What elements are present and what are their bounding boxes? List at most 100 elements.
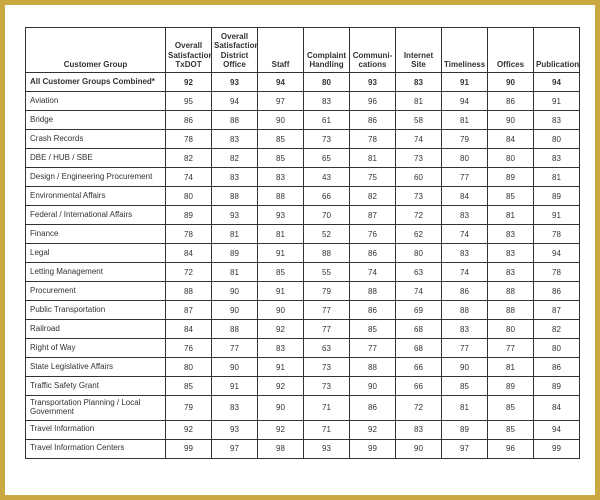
header-staff: Staff [258, 28, 304, 73]
value-cell: 81 [442, 396, 488, 421]
value-cell: 91 [258, 244, 304, 263]
value-cell: 83 [212, 168, 258, 187]
value-cell: 88 [350, 282, 396, 301]
value-cell: 91 [534, 206, 580, 225]
value-cell: 65 [304, 149, 350, 168]
value-cell: 88 [166, 282, 212, 301]
value-cell: 80 [442, 149, 488, 168]
value-cell: 88 [212, 187, 258, 206]
value-cell: 93 [212, 73, 258, 92]
value-cell: 88 [258, 187, 304, 206]
value-cell: 82 [166, 149, 212, 168]
table-row: Environmental Affairs808888668273848589 [26, 187, 580, 206]
value-cell: 83 [442, 320, 488, 339]
value-cell: 92 [166, 420, 212, 439]
value-cell: 80 [534, 339, 580, 358]
table-header: Customer Group Overall Satisfaction TxDO… [26, 28, 580, 73]
table-row: Procurement889091798874868886 [26, 282, 580, 301]
value-cell: 88 [212, 320, 258, 339]
value-cell: 77 [442, 339, 488, 358]
value-cell: 99 [166, 439, 212, 458]
value-cell: 85 [258, 130, 304, 149]
value-cell: 97 [258, 92, 304, 111]
value-cell: 93 [304, 439, 350, 458]
value-cell: 83 [488, 225, 534, 244]
value-cell: 73 [396, 187, 442, 206]
value-cell: 87 [534, 301, 580, 320]
value-cell: 74 [396, 130, 442, 149]
header-overall-district: Overall Satisfaction District Office [212, 28, 258, 73]
table-row: Federal / International Affairs899393708… [26, 206, 580, 225]
group-cell: DBE / HUB / SBE [26, 149, 166, 168]
header-overall-txdot: Overall Satisfaction TxDOT [166, 28, 212, 73]
value-cell: 88 [304, 244, 350, 263]
value-cell: 83 [488, 244, 534, 263]
value-cell: 95 [166, 92, 212, 111]
value-cell: 80 [166, 187, 212, 206]
value-cell: 86 [442, 282, 488, 301]
value-cell: 63 [304, 339, 350, 358]
value-cell: 81 [212, 263, 258, 282]
value-cell: 61 [304, 111, 350, 130]
value-cell: 84 [488, 130, 534, 149]
value-cell: 88 [442, 301, 488, 320]
value-cell: 76 [350, 225, 396, 244]
value-cell: 72 [396, 396, 442, 421]
value-cell: 55 [304, 263, 350, 282]
value-cell: 86 [350, 244, 396, 263]
value-cell: 84 [442, 187, 488, 206]
value-cell: 92 [350, 420, 396, 439]
value-cell: 83 [534, 111, 580, 130]
value-cell: 71 [304, 396, 350, 421]
value-cell: 87 [166, 301, 212, 320]
value-cell: 83 [396, 73, 442, 92]
value-cell: 94 [258, 73, 304, 92]
value-cell: 86 [488, 92, 534, 111]
value-cell: 83 [258, 168, 304, 187]
value-cell: 83 [396, 420, 442, 439]
group-cell: Crash Records [26, 130, 166, 149]
value-cell: 73 [304, 130, 350, 149]
table-body: All Customer Groups Combined*92939480938… [26, 73, 580, 459]
value-cell: 93 [350, 73, 396, 92]
group-cell: State Legislative Affairs [26, 358, 166, 377]
value-cell: 82 [350, 187, 396, 206]
value-cell: 86 [350, 111, 396, 130]
table-row: State Legislative Affairs809091738866908… [26, 358, 580, 377]
value-cell: 84 [534, 396, 580, 421]
value-cell: 83 [304, 92, 350, 111]
value-cell: 85 [442, 377, 488, 396]
value-cell: 85 [488, 396, 534, 421]
value-cell: 94 [442, 92, 488, 111]
value-cell: 90 [396, 439, 442, 458]
group-cell: Public Transportation [26, 301, 166, 320]
value-cell: 89 [488, 168, 534, 187]
value-cell: 83 [442, 244, 488, 263]
value-cell: 85 [350, 320, 396, 339]
value-cell: 68 [396, 320, 442, 339]
value-cell: 60 [396, 168, 442, 187]
value-cell: 72 [166, 263, 212, 282]
value-cell: 86 [350, 396, 396, 421]
table-row: Traffic Safety Grant859192739066858989 [26, 377, 580, 396]
value-cell: 74 [442, 225, 488, 244]
value-cell: 89 [488, 377, 534, 396]
header-timeliness: Timeliness [442, 28, 488, 73]
table-row: Transportation Planning / Local Governme… [26, 396, 580, 421]
value-cell: 76 [166, 339, 212, 358]
group-cell: Finance [26, 225, 166, 244]
value-cell: 87 [350, 206, 396, 225]
value-cell: 78 [166, 130, 212, 149]
value-cell: 81 [534, 168, 580, 187]
group-cell: Railroad [26, 320, 166, 339]
value-cell: 81 [396, 92, 442, 111]
value-cell: 80 [534, 130, 580, 149]
value-cell: 66 [304, 187, 350, 206]
table-row: Crash Records788385737874798480 [26, 130, 580, 149]
group-cell: Procurement [26, 282, 166, 301]
value-cell: 93 [212, 420, 258, 439]
value-cell: 78 [534, 225, 580, 244]
value-cell: 74 [166, 168, 212, 187]
group-cell: Travel Information [26, 420, 166, 439]
value-cell: 81 [488, 206, 534, 225]
